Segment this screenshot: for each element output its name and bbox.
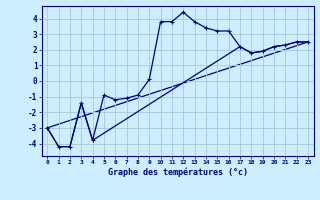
X-axis label: Graphe des températures (°c): Graphe des températures (°c) [108,168,248,177]
